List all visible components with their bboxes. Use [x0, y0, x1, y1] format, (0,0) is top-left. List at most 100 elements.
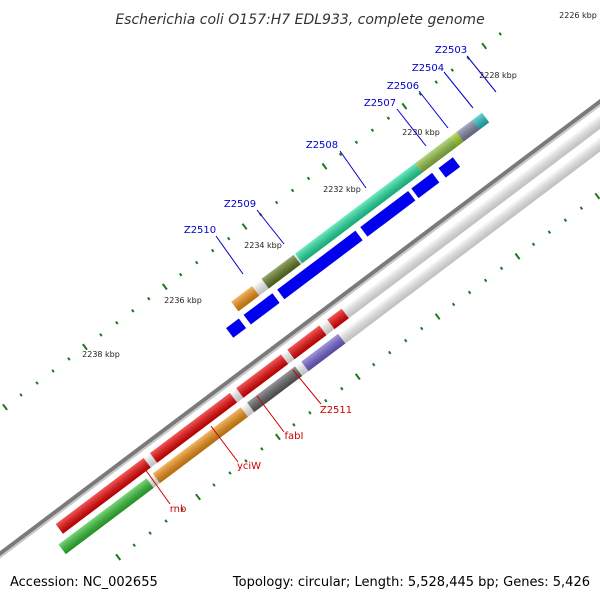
- forward-leaders: [215, 55, 497, 275]
- tick-mark: [148, 531, 152, 535]
- tick-label: 2228 kbp: [479, 71, 517, 80]
- tick-mark: [131, 309, 135, 313]
- tick-mark: [244, 459, 248, 463]
- tick-mark: [290, 188, 295, 193]
- map-title: Escherichia coli O157:H7 EDL933, complet…: [115, 12, 484, 28]
- feature-bar: [411, 172, 440, 199]
- tick-mark: [115, 553, 122, 561]
- gene-label-z2511: Z2511: [320, 405, 352, 416]
- tick-label: 2238 kbp: [82, 350, 120, 359]
- tick-mark: [241, 223, 248, 230]
- gene-label-rnb: rnb: [170, 504, 187, 515]
- tick-mark: [498, 32, 502, 36]
- tick-mark: [147, 296, 151, 301]
- gene-label-z2503: Z2503: [435, 45, 467, 56]
- tick-mark: [403, 338, 408, 343]
- tick-mark: [2, 403, 8, 411]
- feature-bar: [360, 190, 416, 237]
- gene-label-z2510: Z2510: [184, 225, 216, 236]
- tick-mark: [275, 433, 281, 441]
- tick-mark: [354, 373, 361, 381]
- tick-mark: [82, 343, 88, 351]
- tick-mark: [451, 302, 456, 307]
- tick-mark: [227, 236, 231, 241]
- tick-mark: [212, 483, 216, 487]
- tick-mark: [211, 248, 215, 253]
- tick-mark: [132, 543, 136, 548]
- tick-labels: 2226 kbp 2228 kbp 2230 kbp 2232 kbp 2234…: [82, 11, 597, 359]
- tick-mark: [99, 333, 103, 337]
- tick-mark: [161, 283, 168, 291]
- forward-features: [226, 112, 490, 338]
- tick-mark: [321, 162, 328, 170]
- tick-mark: [274, 200, 279, 205]
- tick-mark: [594, 192, 600, 200]
- gene-label-z2509: Z2509: [224, 199, 256, 210]
- gene-label-yciw: yciW: [237, 461, 261, 472]
- feature-bar: [438, 157, 461, 178]
- tick-mark: [180, 507, 184, 511]
- tick-mark: [450, 68, 455, 72]
- tick-mark: [418, 92, 423, 96]
- tick-mark: [324, 398, 328, 403]
- tick-mark: [514, 252, 521, 260]
- tick-mark: [547, 230, 552, 234]
- gene-label-z2508: Z2508: [306, 140, 338, 151]
- tick-mark: [179, 272, 183, 277]
- tick-mark: [481, 42, 488, 50]
- tick-label: 2236 kbp: [164, 296, 202, 305]
- tick-mark: [67, 357, 71, 361]
- tick-mark: [164, 519, 168, 523]
- tick-mark: [563, 218, 568, 222]
- accession-text: Accession: NC_002655: [10, 575, 158, 590]
- genome-summary-text: Topology: circular; Length: 5,528,445 bp…: [232, 575, 590, 590]
- tick-mark: [306, 176, 311, 181]
- tick-label: 2226 kbp: [559, 11, 597, 20]
- gene-labels: Z2503 Z2504 Z2506 Z2507 Z2508 Z2509 Z251…: [144, 45, 497, 515]
- tick-mark: [371, 362, 376, 367]
- bar-shading: [231, 112, 490, 312]
- tick-mark: [434, 80, 439, 84]
- tick-mark: [195, 260, 199, 265]
- tick-mark: [19, 393, 23, 397]
- forward-blue-row: [226, 157, 461, 338]
- tick-mark: [195, 493, 201, 501]
- tick-label: 2230 kbp: [402, 128, 440, 137]
- tick-marks: [2, 32, 600, 561]
- tick-mark: [51, 369, 55, 373]
- tick-mark: [228, 471, 232, 475]
- tick-mark: [419, 326, 424, 331]
- tick-mark: [434, 313, 441, 320]
- gene-label-z2507: Z2507: [364, 98, 396, 109]
- tick-mark: [401, 102, 408, 110]
- tick-mark: [340, 386, 344, 391]
- gene-label-z2506: Z2506: [387, 81, 419, 92]
- tick-mark: [260, 447, 264, 451]
- reverse-color-row: [58, 87, 600, 555]
- tick-mark: [370, 128, 375, 132]
- tick-mark: [499, 266, 504, 271]
- feature-bar: [277, 230, 363, 300]
- tick-mark: [338, 152, 343, 157]
- gene-label-fabi: fabI: [285, 431, 304, 442]
- tick-label: 2234 kbp: [244, 241, 282, 250]
- feature-bar: [243, 293, 280, 325]
- bar-shading: [55, 72, 600, 534]
- reverse-features: [55, 72, 600, 555]
- tick-mark: [387, 350, 392, 355]
- tick-mark: [386, 116, 391, 120]
- tick-mark: [467, 290, 472, 295]
- tick-mark: [354, 140, 359, 145]
- tick-label: 2232 kbp: [323, 185, 361, 194]
- tick-mark: [35, 381, 39, 385]
- tick-mark: [308, 411, 312, 415]
- bar-shading: [58, 87, 600, 555]
- tick-mark: [483, 278, 488, 283]
- gene-label-z2504: Z2504: [412, 63, 444, 74]
- reverse-red-row: [55, 72, 600, 534]
- genome-backbone: [0, 63, 600, 574]
- tick-mark: [292, 423, 296, 427]
- reverse-leaders: [144, 369, 322, 505]
